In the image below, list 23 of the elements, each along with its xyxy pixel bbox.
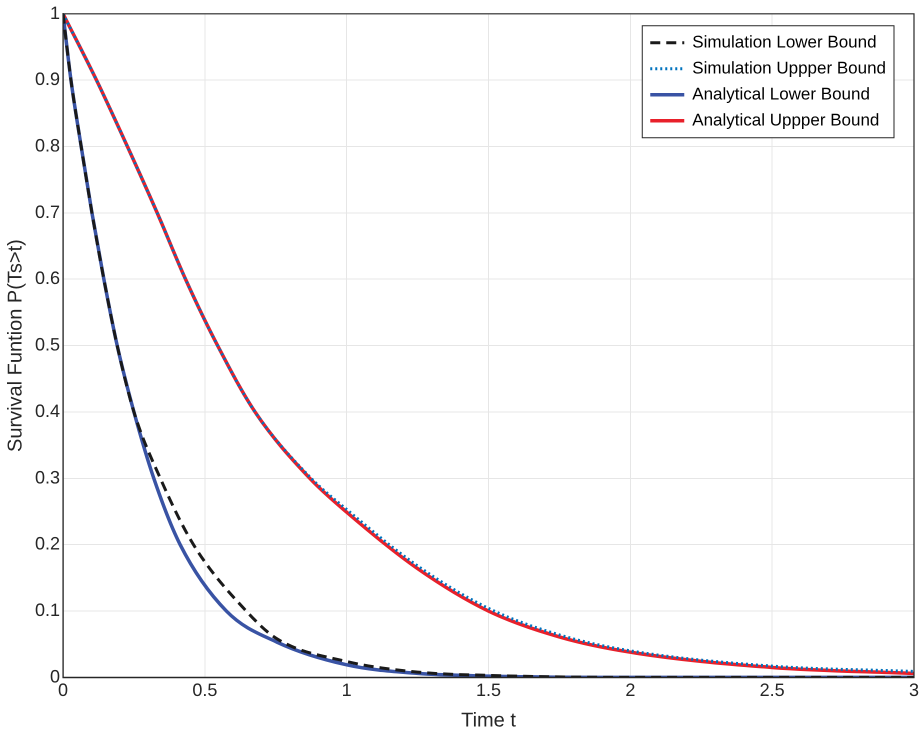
- y-tick-label: 0: [50, 666, 60, 686]
- legend-label: Simulation Uppper Bound: [692, 58, 886, 78]
- y-tick-label: 0.2: [34, 534, 60, 554]
- y-tick-label: 0.7: [34, 202, 60, 222]
- x-tick-label: 1: [342, 680, 352, 700]
- y-tick-label: 0.6: [34, 268, 60, 288]
- y-tick-label: 1: [50, 2, 60, 23]
- y-tick-label: 0.3: [34, 467, 60, 488]
- x-tick-label: 2: [625, 680, 636, 700]
- y-tick-label: 0.1: [34, 600, 60, 620]
- x-tick-label: 3: [908, 680, 919, 700]
- legend-label: Analytical Uppper Bound: [692, 110, 880, 130]
- x-tick-label: 0.5: [192, 680, 218, 700]
- y-tick-label: 0.9: [34, 69, 60, 90]
- y-axis-title: Survival Funtion P(Ts>t): [4, 239, 27, 452]
- y-tick-label: 0.8: [34, 135, 60, 156]
- x-axis-title: Time t: [461, 710, 516, 732]
- x-tick-label: 2.5: [760, 680, 785, 700]
- legend-label: Simulation Lower Bound: [692, 32, 877, 52]
- y-tick-label: 0.4: [34, 400, 60, 421]
- x-tick-label: 1.5: [476, 680, 502, 700]
- legend-label: Analytical Lower Bound: [692, 84, 870, 104]
- y-tick-label: 0.5: [34, 334, 60, 355]
